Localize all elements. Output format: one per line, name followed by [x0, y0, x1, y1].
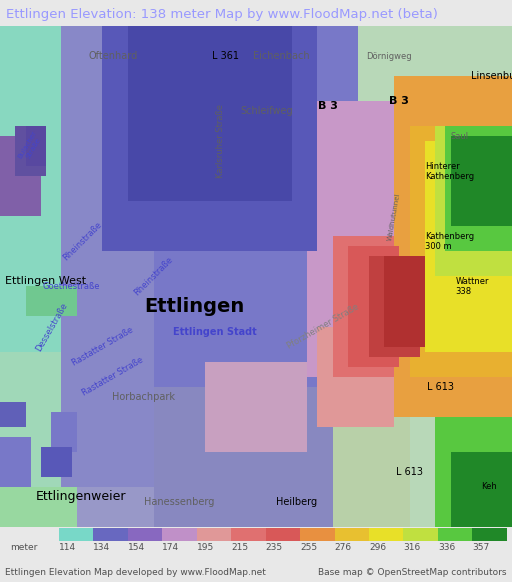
Text: Horbachpark: Horbachpark — [112, 392, 175, 402]
Text: Bulacher
Straße: Bulacher Straße — [17, 130, 44, 163]
Bar — [0, 487, 77, 527]
Text: 357: 357 — [473, 543, 489, 552]
Bar — [451, 136, 512, 226]
Bar — [205, 361, 307, 452]
Bar — [197, 528, 231, 541]
Text: Ettlingen: Ettlingen — [144, 297, 245, 316]
Bar — [15, 126, 46, 176]
Text: Linsenbuch: Linsenbuch — [471, 71, 512, 81]
Bar — [451, 452, 512, 527]
Bar — [61, 26, 154, 487]
Text: 255: 255 — [300, 543, 317, 552]
Text: Pforzheimer Straße: Pforzheimer Straße — [285, 302, 360, 351]
Bar — [128, 528, 162, 541]
Text: L 613: L 613 — [396, 467, 423, 477]
Text: B 3: B 3 — [390, 96, 409, 107]
Bar — [128, 26, 292, 201]
Bar — [438, 528, 473, 541]
Text: Hinterer
Kathenberg: Hinterer Kathenberg — [425, 162, 474, 181]
Text: 336: 336 — [438, 543, 455, 552]
Bar — [384, 257, 425, 346]
Text: B 3: B 3 — [318, 101, 337, 111]
Bar — [473, 528, 507, 541]
Text: 276: 276 — [334, 543, 352, 552]
Bar — [0, 136, 41, 217]
Text: Heilberg: Heilberg — [276, 496, 317, 507]
Bar — [93, 528, 128, 541]
Text: Dörnigweg: Dörnigweg — [366, 52, 412, 61]
Bar — [59, 528, 93, 541]
Bar — [435, 126, 512, 276]
Bar — [307, 101, 512, 377]
Text: Rheinstraße: Rheinstraße — [61, 220, 103, 262]
Text: 114: 114 — [59, 543, 76, 552]
Bar — [394, 76, 512, 417]
Bar — [162, 528, 197, 541]
Bar — [435, 417, 512, 527]
Bar — [369, 257, 420, 357]
Bar — [26, 286, 77, 317]
Bar — [0, 26, 195, 352]
Text: Rastatter Straße: Rastatter Straße — [70, 325, 135, 368]
Bar — [41, 446, 72, 477]
Bar — [410, 126, 512, 377]
Text: Hanessenberg: Hanessenberg — [144, 496, 215, 507]
Bar — [300, 528, 334, 541]
Text: 195: 195 — [197, 543, 214, 552]
Bar — [403, 528, 438, 541]
Text: Rheinstraße: Rheinstraße — [133, 255, 175, 297]
Bar — [282, 467, 343, 527]
Bar — [425, 141, 512, 352]
Text: 134: 134 — [93, 543, 111, 552]
Text: 235: 235 — [266, 543, 283, 552]
Bar — [348, 246, 399, 367]
Bar — [26, 126, 46, 166]
Bar — [317, 327, 394, 427]
Text: Wattner
338: Wattner 338 — [456, 277, 489, 296]
Bar — [51, 411, 77, 452]
Text: Eichenbach: Eichenbach — [253, 51, 310, 61]
Text: Base map © OpenStreetMap contributors: Base map © OpenStreetMap contributors — [318, 567, 507, 577]
Text: meter: meter — [10, 543, 37, 552]
Bar — [0, 436, 31, 487]
Text: Waldhutunnel: Waldhutunnel — [387, 192, 401, 241]
Text: Ettlingenweier: Ettlingenweier — [36, 490, 126, 503]
Text: Keh: Keh — [481, 482, 497, 491]
Bar — [334, 528, 369, 541]
Text: Oftenhard: Oftenhard — [88, 51, 137, 61]
Text: Goethestraße: Goethestraße — [43, 282, 100, 291]
Bar — [231, 528, 266, 541]
Bar — [369, 528, 403, 541]
Text: Ettlingen Elevation Map developed by www.FloodMap.net: Ettlingen Elevation Map developed by www… — [5, 567, 266, 577]
Bar — [445, 126, 512, 251]
Bar — [266, 528, 300, 541]
Text: Rastatter Straße: Rastatter Straße — [80, 356, 145, 398]
Bar — [102, 26, 317, 251]
Bar — [307, 402, 410, 527]
Text: L 613: L 613 — [427, 382, 454, 392]
Bar — [154, 386, 333, 527]
Text: Ettlingen Elevation: 138 meter Map by www.FloodMap.net (beta): Ettlingen Elevation: 138 meter Map by ww… — [6, 8, 438, 21]
Text: Kathenberg
300 m: Kathenberg 300 m — [425, 232, 474, 251]
Bar — [77, 487, 323, 527]
Text: 316: 316 — [403, 543, 421, 552]
Bar — [333, 236, 394, 377]
Text: Karlsruher Straße: Karlsruher Straße — [216, 104, 225, 178]
Text: 215: 215 — [231, 543, 248, 552]
Text: 174: 174 — [162, 543, 179, 552]
Text: Ettlingen Stadt: Ettlingen Stadt — [173, 327, 257, 336]
Bar — [0, 402, 26, 427]
Text: Schleifweg: Schleifweg — [240, 107, 292, 116]
Bar — [0, 352, 195, 527]
Text: Saul: Saul — [451, 132, 468, 141]
Text: 296: 296 — [369, 543, 386, 552]
Text: L 361: L 361 — [212, 51, 239, 61]
Text: Ettlingen West: Ettlingen West — [5, 276, 86, 286]
Bar — [61, 26, 358, 487]
Text: 154: 154 — [128, 543, 145, 552]
Text: Desselstraße: Desselstraße — [34, 300, 69, 353]
